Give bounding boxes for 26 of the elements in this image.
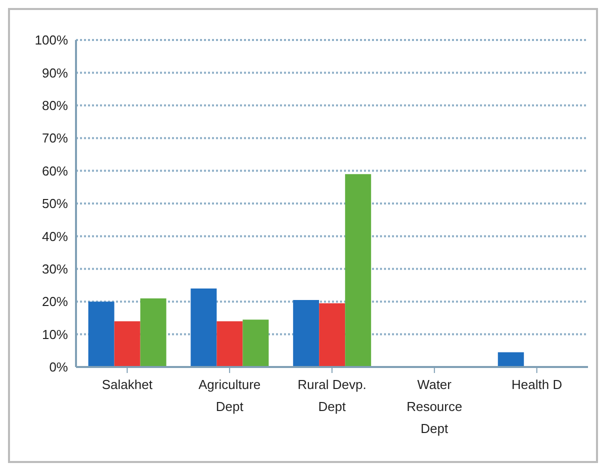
y-tick-label: 70% <box>42 130 68 146</box>
bar <box>216 321 243 367</box>
bar <box>190 288 217 367</box>
y-tick-label: 10% <box>42 326 68 342</box>
x-tick-label: Agriculture Dept <box>198 377 261 414</box>
y-tick-label: 30% <box>42 262 68 277</box>
bar <box>345 174 372 367</box>
y-tick-label: 40% <box>42 228 68 244</box>
x-tick-label: Salakhet <box>102 377 153 392</box>
bar <box>319 303 346 367</box>
y-tick-label: 80% <box>42 98 68 114</box>
bar <box>114 321 140 367</box>
y-tick-label: 0% <box>49 360 68 375</box>
bar <box>498 352 524 367</box>
y-tick-label: 50% <box>42 196 68 212</box>
bar <box>140 298 166 367</box>
bar <box>242 320 269 367</box>
bar <box>88 302 114 367</box>
y-tick-label: 90% <box>42 65 68 80</box>
y-tick-label: 20% <box>42 294 68 310</box>
y-tick-label: 60% <box>42 163 68 178</box>
x-tick-label: Rural Devp. Dept <box>298 377 366 414</box>
bar <box>293 300 320 367</box>
y-tick-label: 100% <box>34 32 68 48</box>
x-tick-label: Health D <box>512 377 562 392</box>
x-tick-label: Water Resource Dept <box>406 377 462 436</box>
